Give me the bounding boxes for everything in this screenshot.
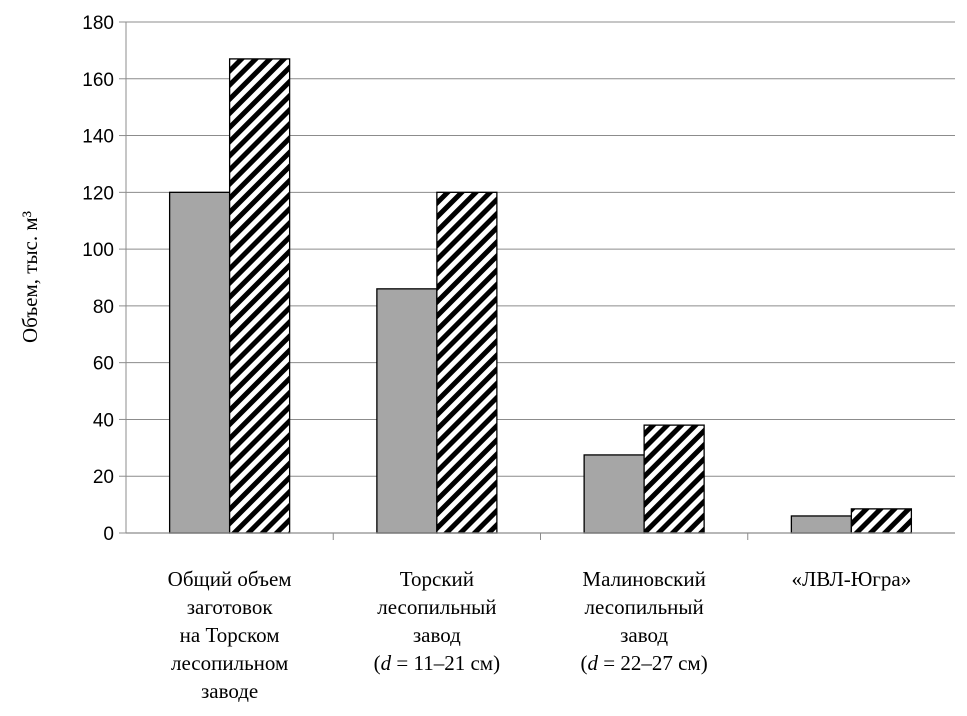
y-tick-label: 100 [82,240,114,261]
x-category-label: заготовок [187,595,274,619]
x-category-label: завод [413,623,461,647]
bar-solid [168,191,231,534]
y-tick-label: 180 [82,13,114,34]
axes [125,22,955,540]
y-tick-label: 60 [93,354,114,375]
bar-solid [376,288,438,534]
y-tick-label: 40 [93,410,114,431]
x-category-label: Общий объем [168,567,292,591]
x-category-label: Торский [400,567,474,591]
x-category-label: Малиновский [582,567,705,591]
y-tick-label: 80 [93,297,114,318]
y-tick-labels: 0 20 40 60 80 100 120 140 160 180 [82,13,114,545]
x-category-label: на Торском [180,623,280,647]
x-category-label: лесопильный [377,595,496,619]
y-axis-title: Объем, тыс. м³ [18,211,42,343]
x-category-label: (d = 22–27 см) [581,651,708,675]
x-category-label: (d = 11–21 см) [374,651,500,675]
bars [168,58,913,534]
bar-solid [790,515,853,534]
x-category-label: завод [620,623,668,647]
x-category-labels: Общий объем заготовок на Торском лесопильно… [168,567,912,703]
x-category-label: лесопильном [171,651,288,675]
y-tick-label: 160 [82,70,114,91]
bar-hatched [850,508,913,534]
x-category-label: лесопильный [584,595,703,619]
bar-hatched [643,424,705,534]
bar-hatched [228,58,291,534]
y-tick-label: 120 [82,183,114,204]
x-category-label: заводе [201,679,258,703]
x-category-label: «ЛВЛ-Югра» [792,567,912,591]
y-tick-label: 140 [82,127,114,148]
y-tick-label: 0 [103,524,114,545]
bar-solid [583,454,645,534]
y-tick-label: 20 [93,467,114,488]
bar-hatched [436,191,498,534]
